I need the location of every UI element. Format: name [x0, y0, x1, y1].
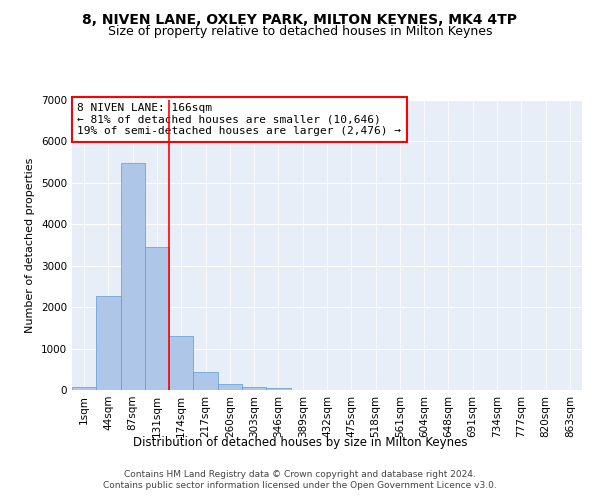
Text: Distribution of detached houses by size in Milton Keynes: Distribution of detached houses by size … [133, 436, 467, 449]
Text: 8, NIVEN LANE, OXLEY PARK, MILTON KEYNES, MK4 4TP: 8, NIVEN LANE, OXLEY PARK, MILTON KEYNES… [83, 12, 517, 26]
Bar [121, 163, 145, 390]
Bar [96, 296, 121, 390]
Bar [169, 336, 193, 390]
Bar [266, 388, 290, 390]
Bar [145, 248, 169, 390]
Y-axis label: Number of detached properties: Number of detached properties [25, 158, 35, 332]
Bar [242, 386, 266, 390]
Bar [218, 384, 242, 390]
Bar [72, 387, 96, 390]
Text: Size of property relative to detached houses in Milton Keynes: Size of property relative to detached ho… [108, 25, 492, 38]
Text: 8 NIVEN LANE: 166sqm
← 81% of detached houses are smaller (10,646)
19% of semi-d: 8 NIVEN LANE: 166sqm ← 81% of detached h… [77, 103, 401, 136]
Text: Contains HM Land Registry data © Crown copyright and database right 2024.
Contai: Contains HM Land Registry data © Crown c… [103, 470, 497, 490]
Bar [193, 372, 218, 390]
